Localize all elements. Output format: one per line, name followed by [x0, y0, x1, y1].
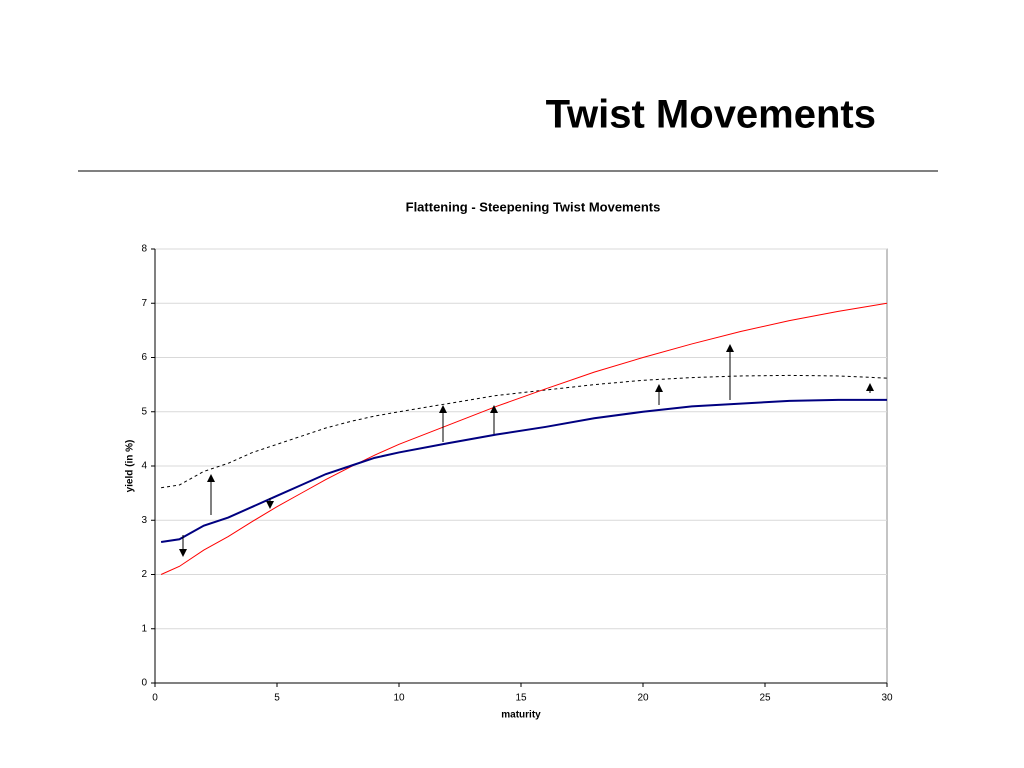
x-tick-label: 25 [759, 693, 771, 704]
x-axis-label: maturity [501, 710, 541, 721]
series-line [161, 374, 888, 489]
y-tick-label: 1 [141, 623, 147, 634]
x-tick-label: 5 [274, 693, 280, 704]
x-tick-label: 30 [881, 693, 893, 704]
y-axis-label: yield (in %) [125, 440, 136, 493]
y-tick-label: 4 [141, 461, 147, 472]
y-tick-label: 7 [141, 298, 147, 309]
x-tick-label: 0 [152, 693, 158, 704]
series-line [160, 302, 888, 575]
y-tick-label: 0 [141, 678, 147, 689]
y-tick-label: 8 [141, 244, 147, 255]
y-tick-label: 3 [141, 515, 147, 526]
y-tick-label: 2 [141, 569, 147, 580]
series-line [160, 398, 887, 543]
slide-title: Twist Movements [546, 93, 876, 137]
x-tick-label: 10 [393, 693, 405, 704]
y-tick-label: 6 [141, 352, 147, 363]
x-tick-label: 15 [515, 693, 527, 704]
y-tick-label: 5 [141, 406, 147, 417]
movement-arrows [179, 344, 874, 557]
chart-title: Flattening - Steepening Twist Movements [406, 199, 661, 214]
x-tick-label: 20 [637, 693, 649, 704]
plot-area: 0 1 2 3 4 5 6 7 8 0 5 10 15 20 25 30 [141, 244, 893, 704]
